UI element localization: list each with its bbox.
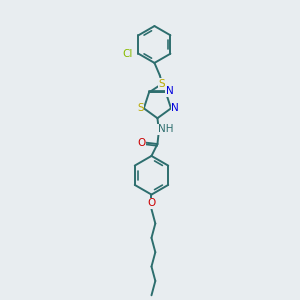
Text: N: N: [166, 86, 174, 97]
Text: N: N: [171, 103, 179, 113]
Text: O: O: [137, 138, 145, 148]
Text: S: S: [159, 79, 166, 89]
Text: O: O: [147, 198, 156, 208]
Text: Cl: Cl: [122, 49, 132, 59]
Text: S: S: [137, 103, 144, 113]
Text: NH: NH: [158, 124, 173, 134]
